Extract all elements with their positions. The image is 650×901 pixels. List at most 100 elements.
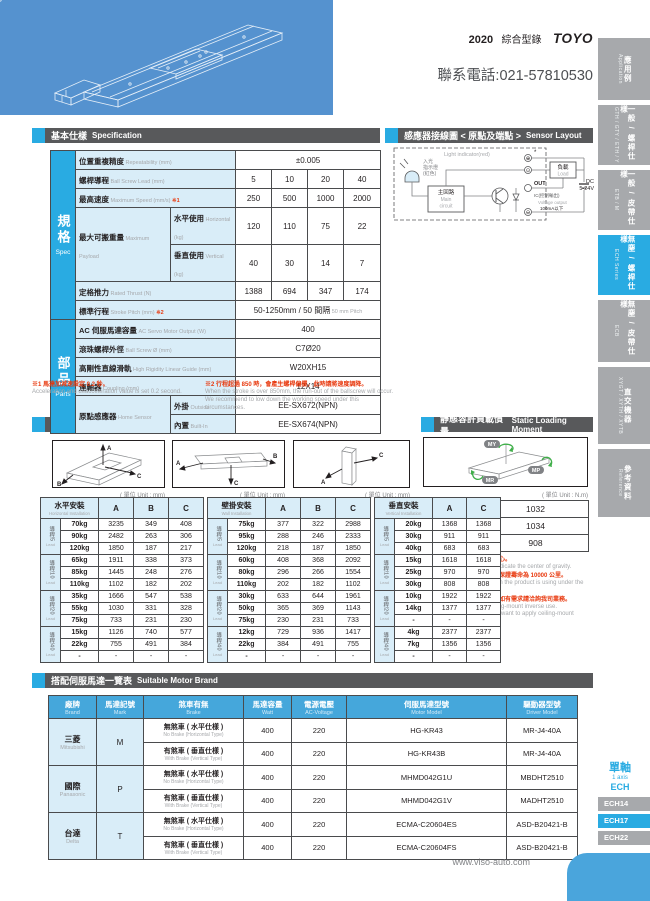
payload-cell: 15kg <box>60 626 99 639</box>
payload-cell: 75kg <box>226 614 267 627</box>
overhang-value-cell: 1368 <box>466 518 501 531</box>
driver-cell: MR-J4-40A <box>506 741 578 766</box>
payload-cell: 22kg <box>226 638 267 651</box>
overhang-value-cell: 911 <box>466 530 501 543</box>
unit-caption: ( 單位 Unit : mm) <box>240 493 285 499</box>
axis-label-b: B <box>57 482 62 487</box>
payload-cell: 110kg <box>226 578 267 591</box>
payload-cell: 75kg <box>60 614 99 627</box>
overhang-value-cell: 1911 <box>98 554 134 567</box>
payload-cell: 25kg <box>394 566 433 579</box>
spec-label-cell: 外掛 Outside <box>170 395 236 415</box>
watt-cell: 400 <box>243 718 292 743</box>
overhang-value-cell: 349 <box>133 518 169 531</box>
overhang-value-cell: 577 <box>168 626 204 639</box>
overhang-value-cell: 1618 <box>466 554 501 567</box>
overhang-value-cell: - <box>168 650 204 663</box>
overhang-value-cell: 970 <box>466 566 501 579</box>
motor-cell: HG-KR43 <box>346 718 507 743</box>
overhang-value-cell: 263 <box>133 530 169 543</box>
series-group-code: ECH <box>610 781 630 792</box>
overhang-value-cell: 231 <box>300 614 337 627</box>
series-tab-ech22[interactable]: ECH22 <box>598 831 650 845</box>
spec-label-cell: 最高速度 Maximum Speed (mm/s) ※1 <box>75 188 236 208</box>
overhang-col-header: C <box>466 497 501 519</box>
series-tab-ech17[interactable]: ECH17 <box>598 814 650 828</box>
overhang-value-cell: 202 <box>265 578 302 591</box>
svg-text:Voltage output: Voltage output <box>538 200 568 205</box>
overhang-value-cell: - <box>466 650 501 663</box>
sidebar-tab-zh: 一般 / 螺桿仕樣 <box>619 105 637 161</box>
sidebar-tab-en: Application <box>616 54 623 84</box>
brake-cell: 有煞車 ( 垂直仕樣 ) With Brake (Vertical Type) <box>143 788 244 813</box>
dc-battery-icon <box>579 183 589 189</box>
motor-cell: MHMD042G1V <box>346 788 507 813</box>
sidebar-tab-6[interactable]: XYGT / XYTH / XYTB 直交機器 <box>598 367 650 444</box>
spec-group-parts: 部品 Parts <box>50 319 76 434</box>
payload-cell: - <box>394 614 433 627</box>
overhang-value-cell: 733 <box>98 614 134 627</box>
sidebar-tab-7[interactable]: Reference 參考資料 <box>598 449 650 517</box>
footnote-en: Acceleration and deacceleration value is… <box>32 389 182 396</box>
sidebar-tab-1[interactable]: Application 應用例 <box>598 38 650 100</box>
light-indicator-zh: 入光 <box>423 158 433 165</box>
overhang-table-3: 垂直安裝 Vertical Installation A C 導程5 Lead 20kg 13… <box>374 497 501 663</box>
overhang-value-cell: 755 <box>335 638 372 651</box>
spec-group-spec: 規格 Spec <box>50 150 76 320</box>
sidebar-tab-zh: 無塵 / 螺桿仕樣 <box>619 235 637 291</box>
overhang-value-cell: 1922 <box>432 590 467 603</box>
sidebar-tab-4[interactable]: ECH Series 無塵 / 螺桿仕樣 <box>598 235 650 295</box>
watt-cell: 400 <box>243 788 292 813</box>
dc-label: DC <box>586 179 594 185</box>
lead-cell: 導程5 Lead <box>207 518 228 555</box>
motor-col-header: 煞車有無 Brake <box>143 695 244 719</box>
spec-label-cell: 連軸器 Coupling (mm) <box>75 376 236 396</box>
overhang-value-cell: 202 <box>168 578 204 591</box>
overhang-value-cell: 740 <box>133 626 169 639</box>
overhang-value-cell: 491 <box>300 638 337 651</box>
overhang-value-cell: 936 <box>300 626 337 639</box>
overhang-value-cell: 683 <box>466 542 501 555</box>
lead-cell: 導程5 Lead <box>374 518 395 555</box>
section-title-en: Static Loading Moment <box>511 415 567 434</box>
overhang-value-cell: 1666 <box>98 590 134 603</box>
load-box <box>549 161 577 179</box>
overhang-value-cell: 1850 <box>98 542 134 555</box>
overhang-value-cell: 2377 <box>466 626 501 639</box>
series-tab-ech14[interactable]: ECH14 <box>598 797 650 811</box>
title-accent-square <box>32 673 45 688</box>
sidebar-tab-3[interactable]: ETB / M 一般 / 皮帶仕樣 <box>598 170 650 230</box>
overhang-value-cell: 373 <box>168 554 204 567</box>
spec-value-cell: 120 <box>235 207 272 245</box>
mark-cell: T <box>96 812 144 860</box>
driver-cell: MBDHT2510 <box>506 765 578 790</box>
moment-diagram: MY MP MR <box>423 437 588 487</box>
indicator-lamp-icon <box>404 170 420 183</box>
spec-label-cell: 位置重複精度 Repeatability (mm) <box>75 150 236 170</box>
spec-label-cell: AC 伺服馬達容量 AC Servo Motor Output (W) <box>75 319 236 339</box>
overhang-value-cell: 1143 <box>335 602 372 615</box>
overhang-value-cell: 2333 <box>335 530 372 543</box>
spec-value-cell: 400 <box>234 319 382 339</box>
product-hero-image <box>0 0 333 115</box>
sidebar-tab-zh: 參考資料 <box>623 465 633 501</box>
sidebar-tab-en: ECB <box>613 325 619 337</box>
voltage-cell: 220 <box>291 788 347 813</box>
spec-value-cell: 2000 <box>342 188 382 208</box>
sidebar-tab-5[interactable]: ECB 無塵 / 皮帶仕樣 <box>598 300 650 362</box>
watt-cell: 400 <box>243 765 292 790</box>
lead-cell: 導程10 Lead <box>40 554 61 591</box>
overhang-value-cell: 1368 <box>432 518 467 531</box>
transistor-icon <box>491 187 509 205</box>
sidebar-tab-2[interactable]: GTH / GTY / ETH / Y 一般 / 螺桿仕樣 <box>598 105 650 165</box>
overhang-value-cell: 276 <box>168 566 204 579</box>
section-title-zh: 搭配伺服馬達一覽表 <box>51 676 133 686</box>
series-group-zh: 單軸 <box>609 762 631 774</box>
overhang-value-cell: 1377 <box>432 602 467 615</box>
overhang-value-cell: 230 <box>168 614 204 627</box>
overhang-value-cell: 491 <box>133 638 169 651</box>
spec-value-cell: C7Ø20 <box>234 338 382 358</box>
overhang-value-cell: 365 <box>265 602 302 615</box>
overhang-value-cell: 384 <box>265 638 302 651</box>
spec-label-cell: 原點感應器 Home Sensor <box>75 395 171 434</box>
